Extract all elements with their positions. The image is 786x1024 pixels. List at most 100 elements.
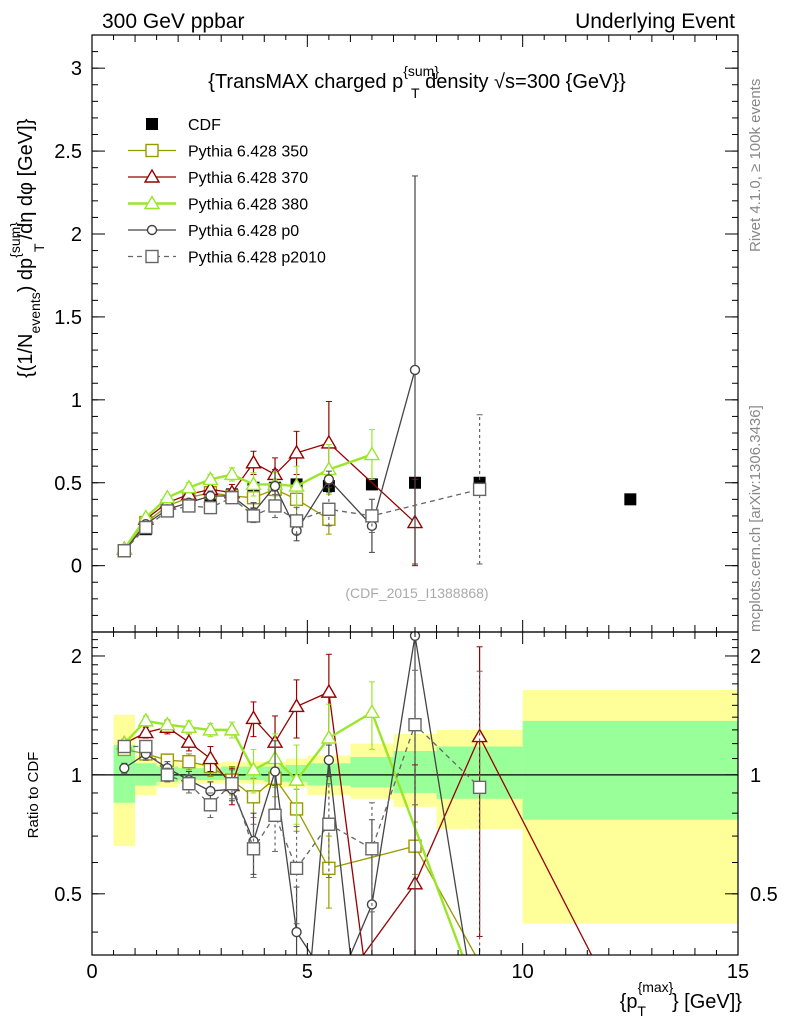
data-point: [223, 466, 241, 481]
ratio-point: [365, 842, 379, 856]
ratio-series: [116, 632, 593, 955]
header-left: 300 GeV ppbar: [102, 10, 244, 33]
data-point: [246, 509, 261, 523]
data-point: [624, 493, 637, 506]
y-tick-label: 2: [71, 646, 82, 668]
ratio-point: [291, 926, 302, 938]
y-tick-label-right: 2: [750, 646, 761, 668]
y-axis-label: {(1/Nevents) dp{sum} T/dη dφ [GeV]}: [7, 118, 47, 378]
ratio-point: [246, 842, 261, 856]
ratio-point: [139, 739, 153, 754]
legend-marker: [146, 224, 158, 236]
ratio-point: [202, 750, 219, 765]
y-tick-label: 0.5: [54, 473, 82, 495]
y-tick-label: 2: [71, 224, 82, 246]
rivet-label: Rivet 4.1.0, ≥ 100k events: [747, 79, 764, 252]
data-point: [323, 474, 335, 485]
ratio-point: [268, 808, 282, 823]
data-point: [245, 476, 262, 491]
y-tick-label: 1: [71, 765, 82, 787]
ratio-point: [203, 798, 218, 812]
ratio-point: [202, 721, 219, 736]
y-tick-label-right: 0.5: [750, 884, 778, 906]
data-point: [180, 479, 198, 494]
legend-label: Pythia 6.428 350: [188, 144, 308, 161]
ratio-point: [288, 771, 305, 786]
data-point: [288, 477, 305, 492]
data-point: [322, 502, 336, 516]
data-point: [117, 544, 132, 558]
data-point: [288, 444, 305, 459]
data-point: [365, 509, 379, 523]
data-point: [203, 500, 218, 515]
x-tick-label: 5: [302, 961, 313, 983]
y-tick-label: 0: [71, 556, 82, 578]
ratio-point: [159, 716, 176, 731]
ratio-point: [180, 733, 198, 748]
ratio-point: [223, 721, 241, 736]
data-point: [269, 480, 281, 492]
y-tick-label: 3: [71, 58, 82, 80]
series-line: [123, 488, 330, 552]
series-pythia-6-428-p2010: [117, 414, 487, 565]
header-right: Underlying Event: [575, 10, 735, 33]
data-point: [245, 454, 262, 469]
ratio-point: [289, 861, 304, 876]
data-point: [139, 520, 153, 535]
ratio-point: [322, 861, 336, 876]
legend-label: Pythia 6.428 370: [188, 170, 308, 187]
ratio-point: [288, 698, 305, 713]
legend-label: Pythia 6.428 380: [188, 197, 308, 214]
legend-marker: [146, 118, 158, 130]
ratio-point: [160, 768, 175, 782]
ratio-point: [320, 683, 338, 698]
green-band: [350, 756, 394, 788]
ratio-pythia-6-428-p2010: [117, 669, 487, 955]
ratio-point: [245, 710, 262, 725]
data-point: [365, 478, 378, 491]
legend-marker: [145, 249, 159, 264]
mcplots-label: mcplots.cern.ch [arXiv:1306.3436]: [747, 405, 764, 632]
x-tick-label: 0: [86, 961, 97, 983]
data-point: [472, 482, 487, 497]
main-panel: 0 0.5 1 1.5 2 2.5 3 (CDF_2015_I1388868) {TransMA…: [54, 34, 739, 633]
ratio-point: [322, 817, 336, 831]
ratio-point: [205, 785, 216, 797]
ratio-point: [408, 717, 422, 732]
x-tick-label: 10: [512, 961, 534, 983]
ratio-point: [269, 766, 281, 777]
y-tick-label: 1.5: [54, 307, 82, 329]
data-point: [268, 499, 282, 513]
data-point: [160, 504, 175, 518]
green-band: [522, 720, 738, 820]
axis-labels: Ratio to CDF {p{max} T} [GeV]} {(1/Nevents)…: [7, 118, 742, 1019]
ratio-point: [182, 754, 196, 769]
y-tick-label: 2.5: [54, 141, 82, 163]
ratio-point: [137, 712, 155, 727]
chart-title: {TransMAX charged p{sum} T density √s=300…: [208, 63, 626, 101]
ratio-point: [117, 739, 132, 754]
legend-label: Pythia 6.428 p2010: [188, 250, 326, 267]
ratio-point: [245, 761, 262, 776]
ratio-point: [320, 729, 338, 744]
y-tick-label: 1: [71, 390, 82, 412]
data-point: [205, 490, 216, 502]
green-band: [113, 745, 136, 803]
uncertainty-bands: [113, 690, 738, 924]
ratio-point: [323, 754, 335, 766]
x-axis-label: {p{max} T} [GeV]}: [620, 979, 743, 1019]
data-point: [159, 489, 176, 504]
x-tick-label: 15: [727, 961, 749, 983]
legend: CDF Pythia 6.428 350 Pythia 6.428 370 Pythi…: [128, 117, 326, 267]
ratio-point: [180, 718, 198, 733]
ratio-point: [182, 776, 196, 791]
data-point: [182, 499, 196, 513]
legend-marker: [145, 143, 159, 158]
legend-marker: [143, 168, 161, 183]
legend-marker: [143, 195, 161, 210]
data-point: [225, 490, 239, 505]
legend-label: CDF: [188, 117, 221, 134]
data-point: [289, 514, 304, 528]
data-point: [409, 364, 421, 376]
